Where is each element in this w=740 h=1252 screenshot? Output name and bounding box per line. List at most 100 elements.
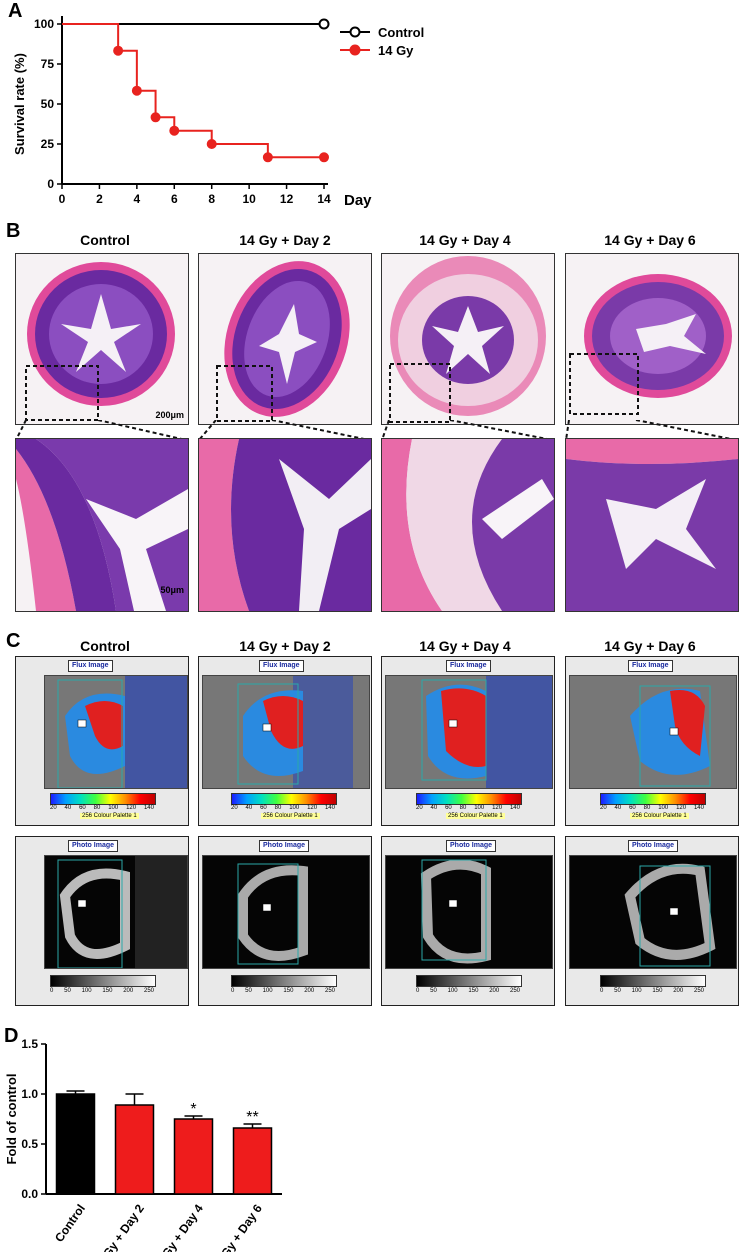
photo-ticks: 0 50 100 150 200 250	[416, 988, 520, 994]
survival-chart: 0 25 50 75 100 0 2 4 6 8 10 12 14 Day Survival rate (%…	[12, 16, 424, 209]
y-axis-label: Survival rate (%)	[12, 53, 27, 155]
zoom-connectors	[15, 420, 737, 440]
x-tick-label: 10	[242, 192, 256, 206]
y-tick-label: 25	[41, 137, 55, 151]
x-tick-label: Control	[52, 1202, 88, 1245]
photo-image-label: Photo Image	[259, 840, 310, 852]
palette-label: 256 Colour Palette 1	[80, 813, 139, 819]
photo-image-label: Photo Image	[68, 840, 119, 852]
photo-graybar	[600, 975, 706, 987]
photo-graybar	[231, 975, 337, 987]
series-point-0	[318, 18, 330, 30]
series-point-1	[131, 85, 142, 96]
bar	[173, 1118, 214, 1195]
photo-image	[569, 855, 737, 969]
photo-graybar	[50, 975, 156, 987]
photo-image	[385, 855, 553, 969]
flux-ticks: 20 40 60 80 100 120 140	[416, 805, 520, 811]
tissue-photo-icon	[237, 863, 308, 965]
x-tick-label: 0	[59, 192, 66, 206]
he-overview-control: 200μm	[15, 253, 189, 425]
x-tick-label: 12	[280, 192, 294, 206]
x-tick-label: 14	[317, 192, 331, 206]
x-axis-label: Day	[344, 192, 372, 209]
palette-label: 256 Colour Palette 1	[630, 813, 689, 819]
x-tick-label: 4	[134, 192, 141, 206]
panel-a-letter: A	[8, 0, 23, 22]
he-zoom-control: 50μm	[15, 438, 189, 612]
panel-d-letter: D	[4, 1025, 19, 1047]
he-overview-day4	[381, 253, 555, 425]
flux-ticks: 20 40 60 80 100 120 140	[231, 805, 335, 811]
y-tick-label: 0.0	[21, 1187, 38, 1201]
photo-image	[44, 855, 188, 969]
flux-panel-day4: Flux Image 20 40 60 80 100 120 140 256 Colour …	[381, 656, 555, 826]
flux-image-label: Flux Image	[68, 660, 113, 672]
panel-b-title-day6: 14 Gy + Day 6	[604, 232, 696, 248]
series-point-1	[169, 125, 180, 136]
flux-image	[202, 675, 370, 789]
photo-panel-control: Photo Image 0 50 100 150 200 250	[15, 836, 189, 1006]
x-tick-label: 8	[208, 192, 215, 206]
legend-marker-0	[349, 26, 361, 38]
photo-panel-day2: Photo Image 0 50 100 150 200 250	[198, 836, 372, 1006]
series-line-1	[62, 23, 324, 159]
flux-heatmap-icon	[630, 685, 711, 787]
y-tick-label: 1.5	[21, 1037, 38, 1051]
series-point-1	[319, 152, 329, 163]
panel-c-title-day6: 14 Gy + Day 6	[604, 638, 696, 654]
colon-magnified-icon	[382, 439, 554, 611]
he-overview-day6	[565, 253, 739, 425]
photo-ticks: 0 50 100 150 200 250	[231, 988, 335, 994]
flux-heatmap-icon	[237, 676, 353, 788]
colon-magnified-icon	[16, 439, 188, 611]
flux-ticks: 20 40 60 80 100 120 140	[600, 805, 704, 811]
scale-bar-50: 50μm	[160, 585, 184, 595]
x-tick-label: 2	[96, 192, 103, 206]
panel-c-title-control: Control	[80, 638, 130, 654]
photo-ticks: 0 50 100 150 200 250	[50, 988, 154, 994]
tissue-photo-icon	[624, 863, 716, 967]
panel-b-title-day2: 14 Gy + Day 2	[239, 232, 331, 248]
panel-c-title-day4: 14 Gy + Day 4	[419, 638, 511, 654]
he-zoom-day4	[381, 438, 555, 612]
x-tick-label: 14Gy + Day 2	[92, 1201, 147, 1252]
tissue-photo-icon	[57, 856, 187, 968]
colon-cross-section-icon	[216, 261, 350, 422]
flux-colorbar	[50, 793, 156, 805]
flux-image	[385, 675, 553, 789]
photo-image-label: Photo Image	[446, 840, 497, 852]
y-tick-label: 0	[47, 177, 54, 191]
he-zoom-day6	[565, 438, 739, 612]
scale-bar-200: 200μm	[155, 410, 184, 420]
bar	[232, 1127, 273, 1195]
flux-colorbar	[600, 793, 706, 805]
colon-cross-section-icon	[569, 274, 732, 415]
panel-c-title-day2: 14 Gy + Day 2	[239, 638, 331, 654]
photo-ticks: 0 50 100 150 200 250	[600, 988, 704, 994]
series-point-1	[262, 152, 273, 163]
colon-magnified-icon	[199, 439, 371, 611]
bar	[55, 1093, 96, 1195]
flux-panel-control: Flux Image 20 40 60 80 100 120 140 256 Colour …	[15, 656, 189, 826]
palette-label: 256 Colour Palette 1	[261, 813, 320, 819]
photo-image-label: Photo Image	[628, 840, 679, 852]
series-point-1	[206, 139, 217, 149]
y-axis-label: Fold of control	[4, 1074, 19, 1165]
panel-b-letter: B	[6, 220, 21, 242]
photo-panel-day6: Photo Image 0 50 100 150 200 250	[565, 836, 739, 1006]
flux-ticks: 20 40 60 80 100 120 140	[50, 805, 154, 811]
panel-b-title-day4: 14 Gy + Day 4	[419, 232, 511, 248]
panel-b-title-control: Control	[80, 232, 130, 248]
x-tick-label: 6	[171, 192, 178, 206]
y-tick-label: 75	[41, 57, 55, 71]
flux-heatmap-icon	[57, 676, 187, 788]
palette-label: 256 Colour Palette 1	[446, 813, 505, 819]
flux-colorbar	[416, 793, 522, 805]
y-tick-label: 100	[34, 17, 54, 31]
legend-label-0: Control	[378, 25, 424, 40]
significance-marker: *	[190, 1101, 196, 1118]
flux-image-label: Flux Image	[259, 660, 304, 672]
x-tick-label: 14 Gy + Day 6	[209, 1201, 266, 1252]
photo-image	[202, 855, 370, 969]
